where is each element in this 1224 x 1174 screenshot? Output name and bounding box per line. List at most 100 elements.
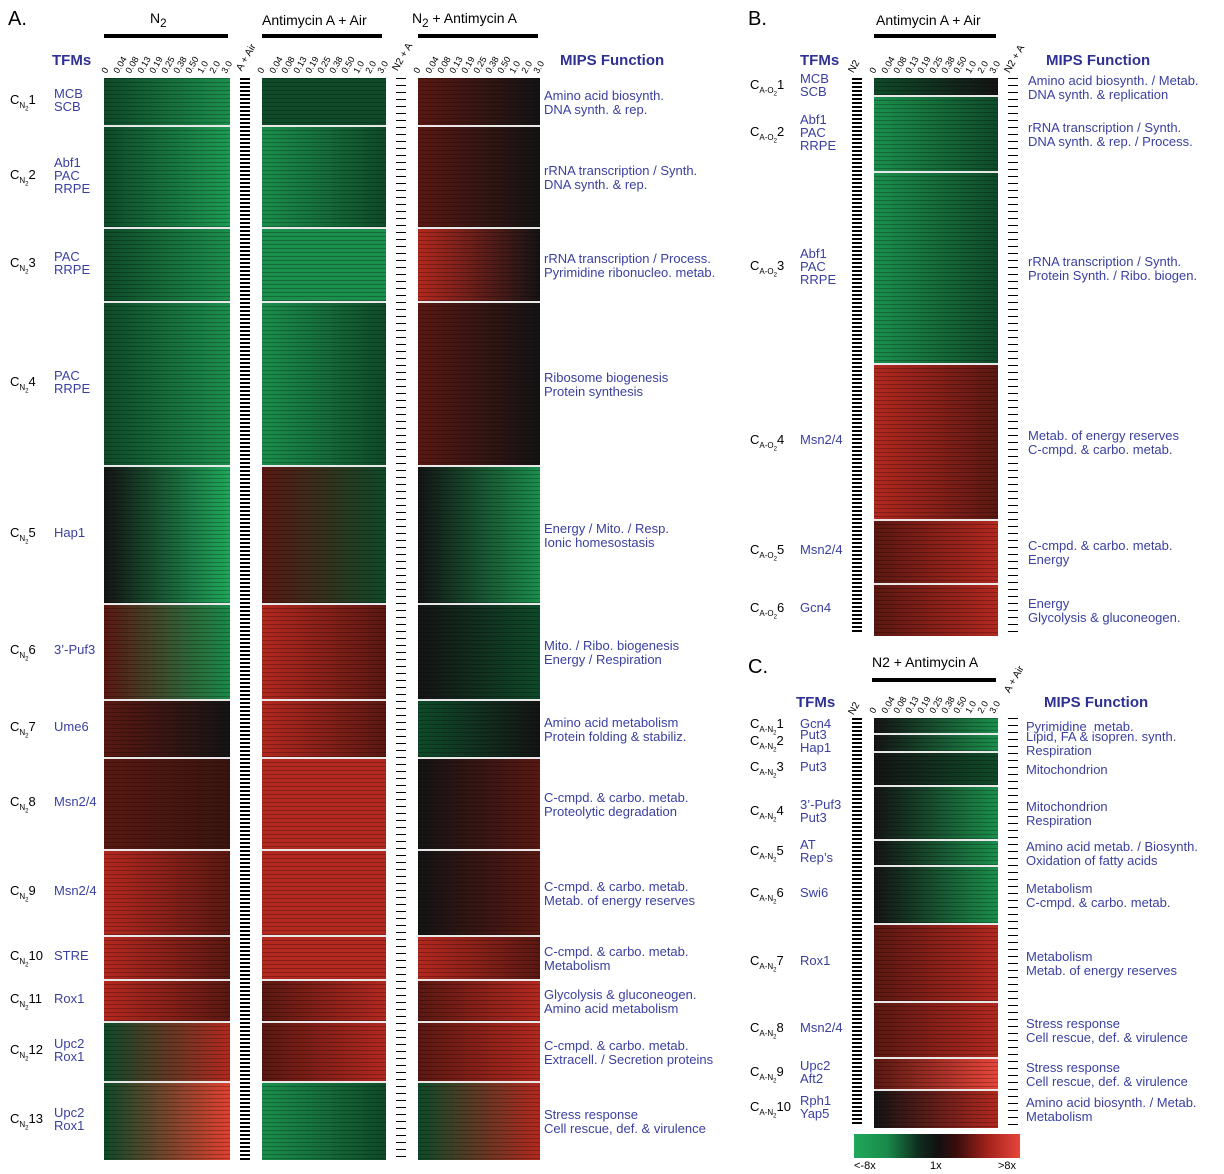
panel-c-ticks: 0 0.04 0.08 0.13 0.19 0.25 0.38 0.50 1.0 2.0 3.0 [867, 695, 1002, 715]
panel-b-bar [874, 34, 996, 38]
cluster-tfms: Gcn4 [800, 716, 832, 731]
cluster-separator [104, 849, 230, 851]
heatmap-cluster-block [874, 734, 998, 752]
cluster-id: 6 [28, 642, 36, 657]
cluster-label: CN21 [10, 92, 36, 113]
panel-c-strip-right [1008, 718, 1018, 1126]
cluster-separator [262, 699, 386, 701]
cluster-id: 9 [776, 1064, 784, 1079]
cluster-mips-function: Mitochondrion Respiration [1026, 799, 1108, 828]
panel-c-heatmap [874, 718, 998, 1128]
timepoint-label: 0 [411, 65, 423, 75]
cluster-mips-function: Amino acid biosynth. DNA synth. & rep. [544, 88, 664, 117]
timepoint-label: 3.0 [375, 59, 391, 75]
heatmap-cluster-block [874, 786, 998, 840]
timepoint-label: 0 [99, 65, 111, 75]
heatmap-cluster-block [874, 1002, 998, 1058]
panel-c-mips-header: MIPS Function [1044, 694, 1149, 711]
cluster-id: 8 [776, 1020, 784, 1035]
cluster-separator [418, 979, 540, 981]
cluster-tfms: Upc2 Rox1 [54, 1036, 85, 1064]
cluster-id: 7 [28, 719, 36, 734]
cluster-separator [874, 95, 998, 97]
cluster-id: 1 [28, 92, 36, 107]
heatmap-cluster-block [104, 936, 230, 980]
cluster-label: CA-O24 [750, 432, 785, 453]
cluster-separator [874, 839, 998, 841]
cluster-mips-function: Amino acid metabolism Protein folding & … [544, 715, 687, 744]
cluster-separator [104, 757, 230, 759]
panel-a-heatmap-3 [418, 78, 540, 1160]
panel-a-heatmap-2 [262, 78, 386, 1160]
cluster-separator [104, 699, 230, 701]
cluster-mips-function: Mito. / Ribo. biogenesis Energy / Respir… [544, 638, 680, 667]
heatmap-cluster-block [418, 1082, 540, 1160]
cluster-id: 1 [776, 77, 785, 92]
cluster-label: CA-N28 [750, 1020, 784, 1041]
cluster-label: CN29 [10, 883, 36, 904]
heatmap-cluster-block [874, 1058, 998, 1090]
heatmap-cluster-block [104, 980, 230, 1022]
heatmap-cluster-block [418, 466, 540, 604]
heatmap-cluster-block [874, 584, 998, 636]
cluster-separator [874, 171, 998, 173]
cluster-id: 13 [28, 1111, 43, 1126]
cluster-tfms: Msn2/4 [800, 1020, 843, 1035]
cluster-separator [104, 935, 230, 937]
cluster-separator [418, 301, 540, 303]
timepoint-label: 0 [867, 65, 879, 75]
cluster-id: 3 [776, 258, 785, 273]
color-scale-high-label: >8x [998, 1160, 1017, 1172]
timepoint-label: 3.0 [531, 59, 547, 75]
cluster-mips-function: Metab. of energy reserves C-cmpd. & carb… [1028, 428, 1180, 457]
cluster-tfms: Upc2 Rox1 [54, 1105, 85, 1133]
panel-b-strip-label-right: N2 + A [1002, 43, 1028, 75]
panel-b-tfms-header: TFMs [800, 52, 840, 69]
panel-a-condition-1: N2 [150, 10, 167, 30]
heatmap-cluster-block [262, 850, 386, 936]
cluster-tfms: Abf1 PAC RRPE [54, 155, 91, 196]
panel-a-heatmap-1 [104, 78, 230, 1160]
cluster-tfms: Abf1 PAC RRPE [800, 246, 837, 287]
cluster-tfms: Msn2/4 [800, 542, 843, 557]
panel-a-condition-3: N2 + Antimycin A [412, 10, 517, 30]
cluster-tfms: Ume6 [54, 719, 89, 734]
cluster-id: 4 [28, 374, 36, 389]
cluster-id: 11 [28, 991, 43, 1006]
heatmap-cluster-block [418, 78, 540, 126]
heatmap-cluster-block [104, 700, 230, 758]
heatmap-cluster-block [262, 758, 386, 850]
cluster-separator [418, 603, 540, 605]
panel-c-bar [872, 678, 996, 682]
cluster-label: CN23 [10, 255, 36, 276]
heatmap-cluster-block [262, 1082, 386, 1160]
heatmap-cluster-block [262, 936, 386, 980]
heatmap-cluster-block [104, 758, 230, 850]
heatmap-cluster-block [104, 1082, 230, 1160]
heatmap-cluster-block [418, 936, 540, 980]
heatmap-cluster-block [874, 866, 998, 924]
cluster-label: CA-N21 [750, 716, 784, 737]
cluster-tfms: Put3 [800, 759, 827, 774]
cluster-separator [104, 979, 230, 981]
cluster-mips-function: Lipid, FA & isopren. synth. Respiration [1026, 729, 1177, 758]
cluster-id: 6 [776, 885, 784, 900]
cluster-tfms: Gcn4 [800, 600, 832, 615]
cluster-label: CA-N210 [750, 1099, 791, 1120]
cluster-tfms: Put3 Hap1 [800, 727, 832, 755]
cluster-separator [418, 465, 540, 467]
color-scale-low-label: <-8x [854, 1160, 876, 1172]
cluster-separator [874, 785, 998, 787]
cluster-label: CA-O23 [750, 258, 785, 279]
cluster-separator [104, 603, 230, 605]
cluster-tfms: PAC RRPE [54, 368, 91, 396]
cluster-tfms: Rph1 Yap5 [800, 1093, 832, 1121]
panel-a-strip-1 [240, 78, 250, 1160]
cluster-tfms: Msn2/4 [54, 794, 97, 809]
cluster-tfms: Msn2/4 [800, 432, 843, 447]
cluster-mips-function: Stress response Cell rescue, def. & viru… [544, 1107, 706, 1136]
cluster-id: 8 [28, 794, 36, 809]
cluster-label: CA-N24 [750, 803, 784, 824]
cluster-separator [262, 227, 386, 229]
cluster-id: 12 [28, 1042, 43, 1057]
